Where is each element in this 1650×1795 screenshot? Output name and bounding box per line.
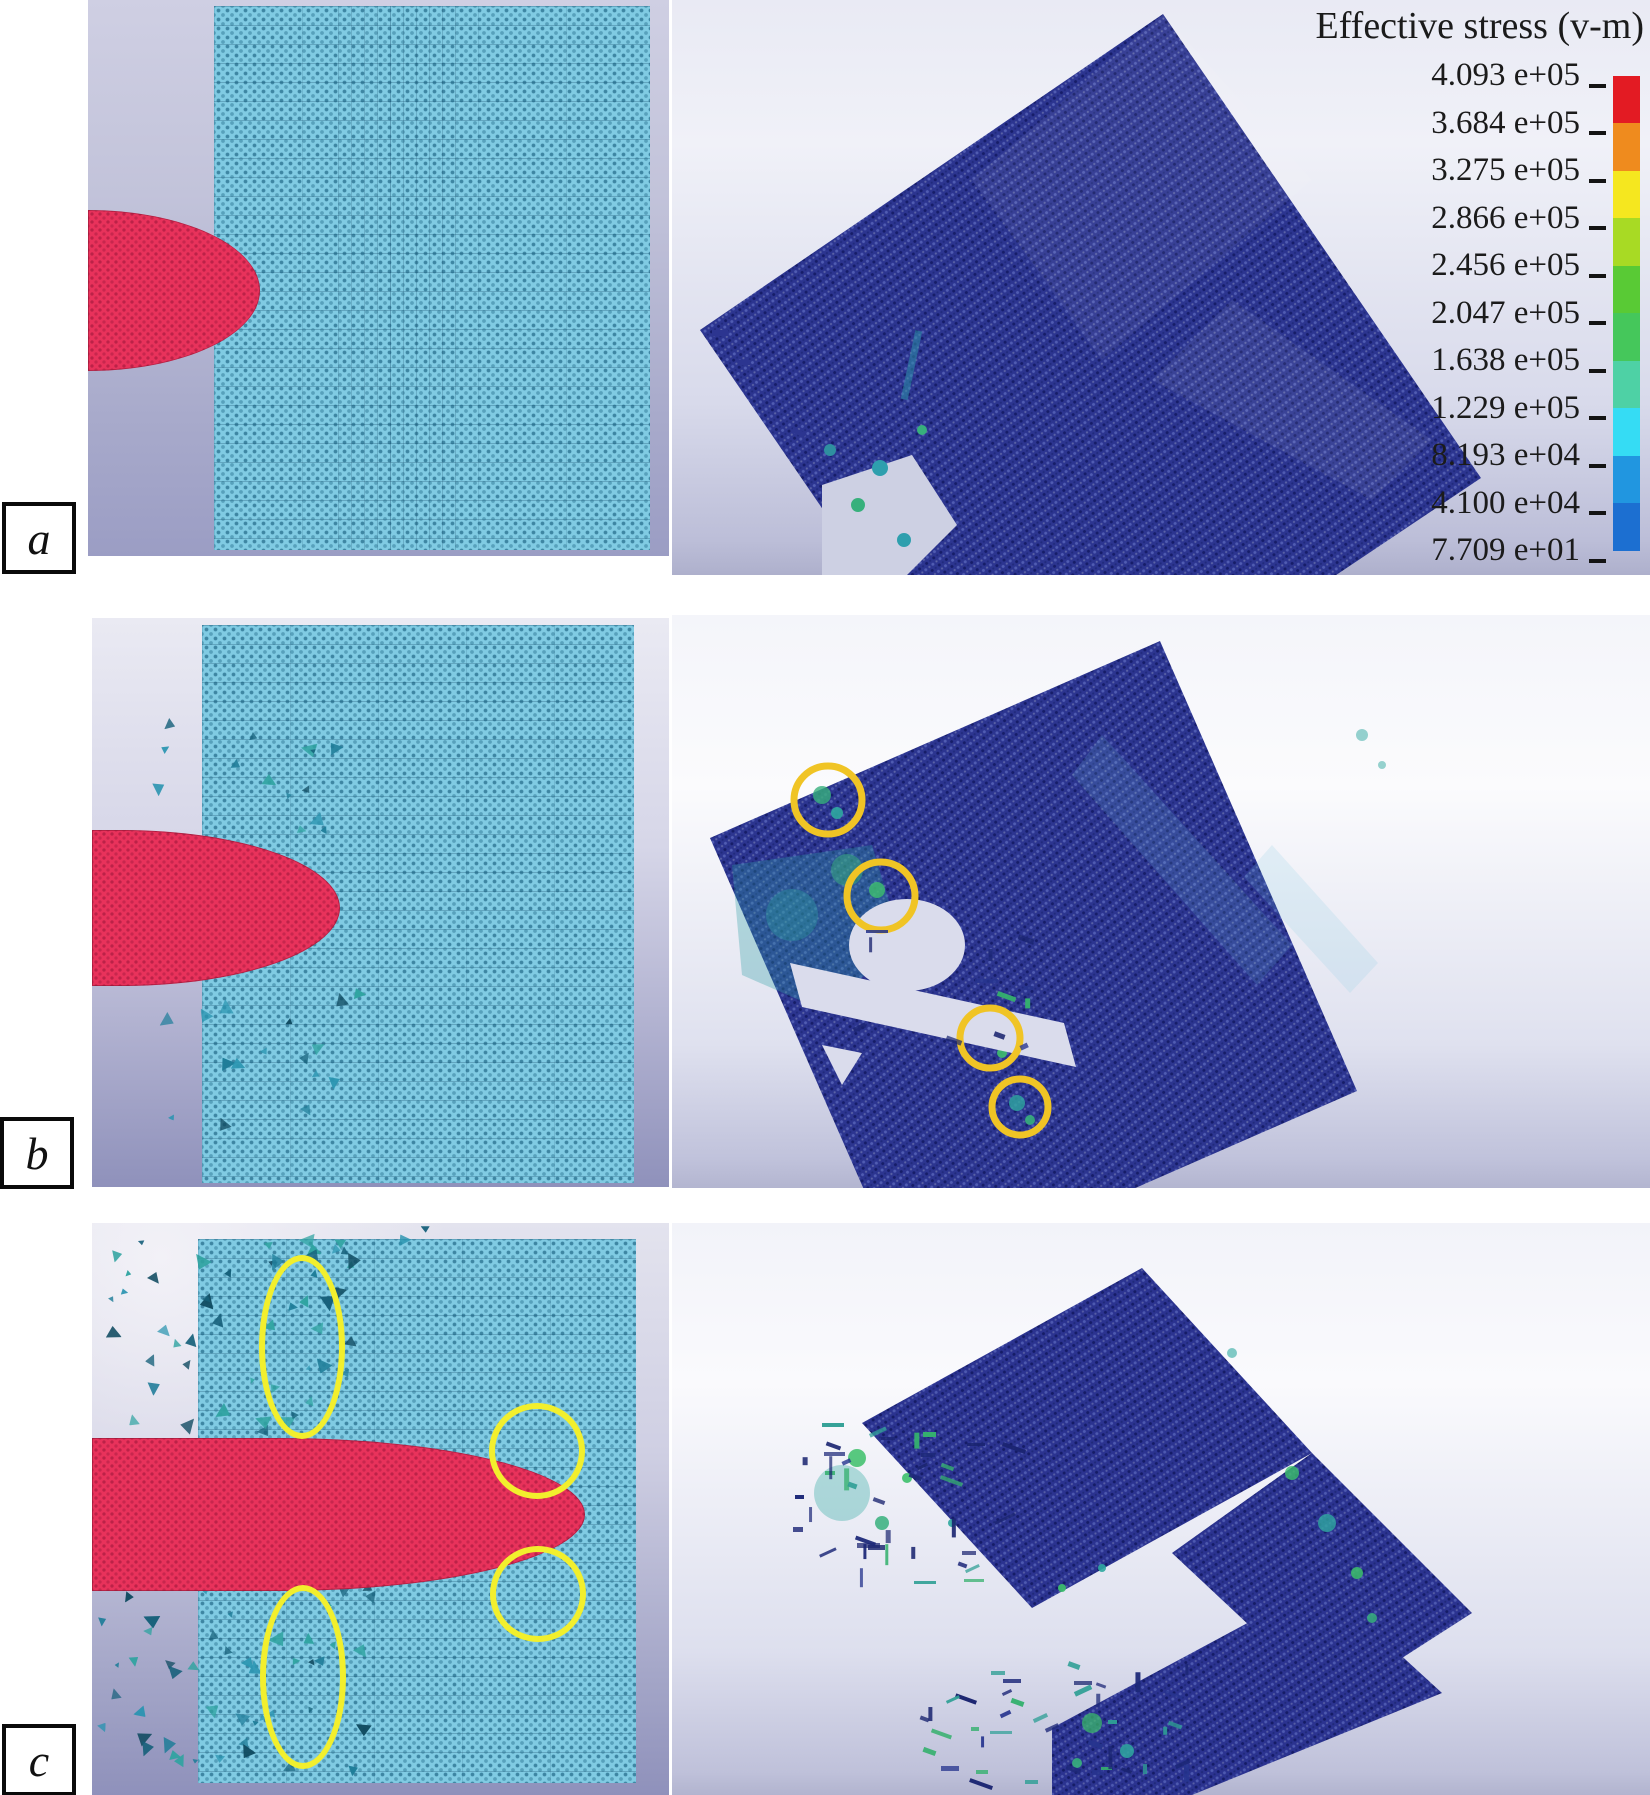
- subfigure-label-b: b: [0, 1117, 74, 1189]
- stress-mesh: [700, 14, 1481, 575]
- stress-mesh: [814, 1268, 1472, 1795]
- stress-mesh: [710, 641, 1386, 1188]
- panel-b-stress-view: Effective stress (v-m) 5.487 e+054.939 e…: [672, 615, 1650, 1188]
- panel-c-stress-view: Effective stress (v-m) 6.619 e+055.957 e…: [672, 1223, 1650, 1795]
- annotation-circle-upper: [489, 1403, 585, 1499]
- legend-tick: [1589, 321, 1606, 326]
- legend-tick: [1589, 511, 1606, 516]
- stress-legend: Effective stress (v-m) 4.093 e+05 3.684 e…: [1224, 4, 1644, 575]
- legend-title: Effective stress (v-m): [1315, 5, 1644, 47]
- target-plate: [214, 6, 650, 550]
- legend-value: 3.275 e+05: [1431, 152, 1580, 188]
- legend-tick: [1589, 463, 1606, 468]
- legend-tick: [1589, 226, 1606, 231]
- legend-tick: [1589, 416, 1606, 421]
- annotation-ellipse-top: [259, 1255, 345, 1439]
- legend-value: 7.709 e+01: [1431, 532, 1580, 568]
- legend-tick: [1589, 273, 1606, 278]
- colorbar-segment: [1613, 265, 1640, 314]
- colorbar-segment: [1613, 455, 1640, 504]
- target-plate: [202, 625, 634, 1183]
- legend-tick: [1589, 368, 1606, 373]
- legend-scale: 4.093 e+05 3.684 e+05 3.275 e+05 2.866 e+05…: [1224, 52, 1644, 575]
- legend-value: 1.229 e+05: [1431, 389, 1580, 426]
- colorbar-segment: [1613, 123, 1640, 171]
- legend-tick: [1589, 558, 1606, 563]
- legend-value: 8.193 e+04: [1431, 437, 1580, 473]
- annotation-ellipse-bottom: [260, 1585, 346, 1769]
- subfigure-label-c: c: [2, 1724, 76, 1795]
- colorbar: [1613, 75, 1640, 551]
- legend-tick: [1589, 83, 1606, 88]
- panel-c-model-view: [92, 1223, 669, 1795]
- annotation-circle-lower: [490, 1546, 586, 1642]
- legend-value: 4.100 e+04: [1431, 484, 1580, 521]
- colorbar-segment: [1613, 313, 1640, 361]
- panel-b-model-view: [92, 618, 669, 1187]
- legend-value: 3.684 e+05: [1431, 104, 1580, 141]
- panel-a-model-view: [88, 0, 669, 556]
- legend-tick: [1589, 178, 1606, 183]
- colorbar-segment: [1613, 408, 1640, 456]
- legend-value: 1.638 e+05: [1431, 342, 1580, 378]
- subfigure-label-a: a: [2, 502, 76, 574]
- colorbar-segment: [1613, 75, 1640, 124]
- colorbar-segment: [1613, 503, 1640, 551]
- plate-refined-mesh-band: [338, 6, 468, 550]
- legend-value: 4.093 e+05: [1431, 57, 1580, 93]
- colorbar-segment: [1613, 218, 1640, 266]
- legend-value: 2.456 e+05: [1431, 247, 1580, 283]
- colorbar-segment: [1613, 170, 1640, 219]
- legend-value: 2.047 e+05: [1431, 294, 1580, 331]
- colorbar-segment: [1613, 360, 1640, 409]
- legend-value: 2.866 e+05: [1431, 199, 1580, 236]
- panel-a-stress-view: Effective stress (v-m) 4.093 e+05 3.684 e…: [672, 0, 1650, 575]
- legend-tick: [1589, 131, 1606, 136]
